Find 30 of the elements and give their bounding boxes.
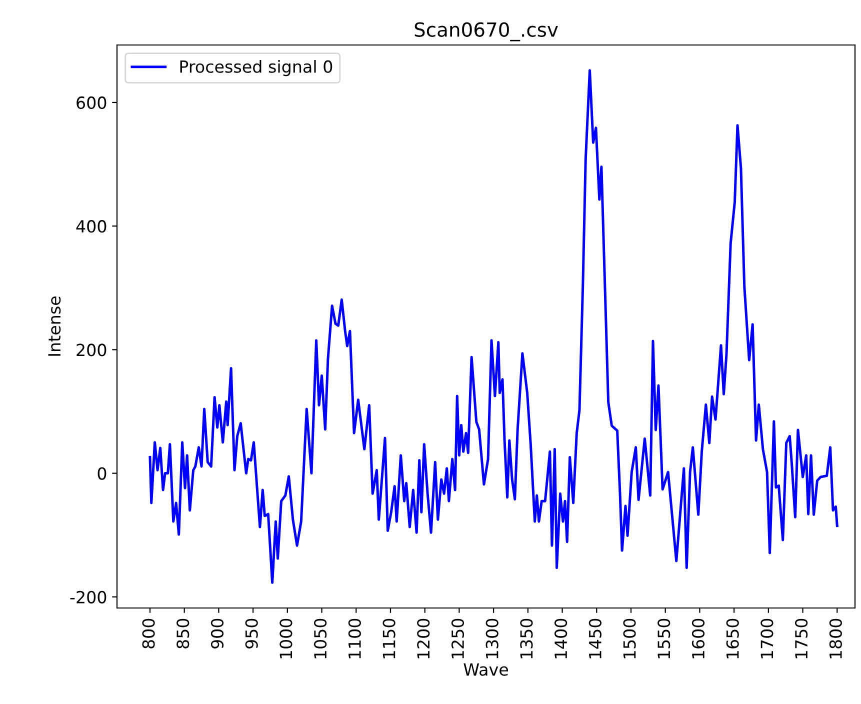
x-tick-label: 1750 bbox=[795, 618, 808, 658]
x-tick-label: 1100 bbox=[348, 618, 361, 658]
x-tick-label: 800 bbox=[142, 618, 155, 648]
x-tick-label: 900 bbox=[210, 618, 224, 648]
y-tick-label: -200 bbox=[70, 590, 106, 604]
x-tick-label: 1350 bbox=[520, 618, 533, 658]
x-tick-label: 1550 bbox=[658, 618, 670, 658]
x-tick-label: 1050 bbox=[314, 618, 327, 658]
x-tick-label: 1650 bbox=[726, 618, 739, 658]
x-tick-label: 950 bbox=[245, 618, 258, 648]
y-tick-label: 400 bbox=[76, 220, 106, 233]
x-tick-label: 1600 bbox=[692, 618, 705, 658]
x-tick-label: 1800 bbox=[829, 618, 842, 658]
x-tick-label: 1000 bbox=[280, 618, 292, 658]
y-tick-label: 0 bbox=[98, 467, 106, 480]
chart-title: Scan0670_.csv bbox=[414, 22, 558, 42]
x-tick-label: 1300 bbox=[486, 618, 498, 658]
x-tick-label: 1150 bbox=[382, 618, 396, 658]
y-tick-label: 200 bbox=[76, 344, 106, 356]
y-axis-title: Intense bbox=[48, 296, 61, 356]
legend-label: Processed signal 0 bbox=[180, 60, 332, 76]
x-tick-label: 1500 bbox=[623, 618, 636, 658]
x-tick-label: 1250 bbox=[451, 618, 464, 658]
x-axis-title: Wave bbox=[464, 663, 508, 676]
x-tick-label: 1400 bbox=[554, 618, 568, 658]
y-tick-label: 600 bbox=[76, 96, 106, 110]
x-tick-label: 1200 bbox=[417, 618, 430, 658]
x-tick-label: 850 bbox=[176, 618, 190, 648]
x-tick-label: 1700 bbox=[760, 618, 774, 658]
x-tick-label: 1450 bbox=[588, 618, 602, 658]
